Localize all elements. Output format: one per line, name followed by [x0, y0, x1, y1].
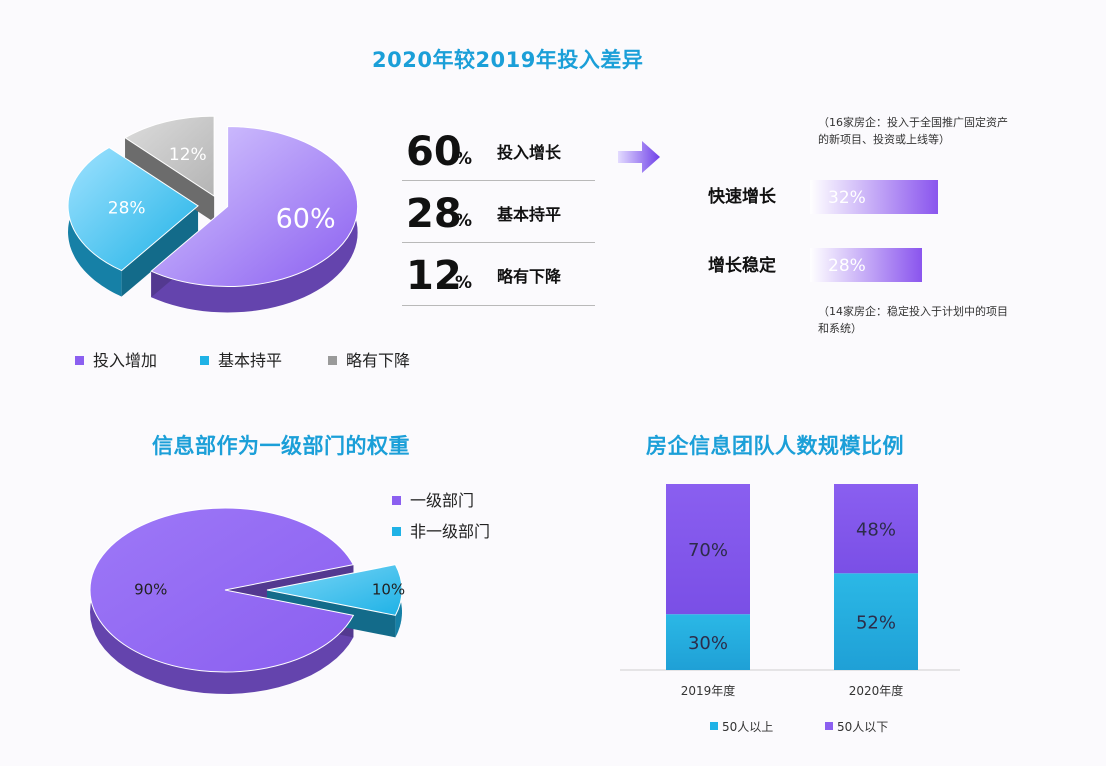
hbar-value-label: 32%: [828, 188, 866, 208]
hbar: [810, 180, 938, 214]
pie-slice: [67, 146, 199, 272]
pie-value-label: 28%: [108, 199, 146, 219]
legend-item-first-level: 一级部门: [392, 487, 474, 511]
bar-value-label: 70%: [688, 540, 728, 561]
stacked-bar-segment: [666, 484, 750, 615]
stat-row-flat: 28 % 基本持平: [402, 185, 595, 243]
legend-swatch-purple: [392, 496, 401, 505]
x-tick-label: 2019年度: [680, 684, 736, 698]
pie-slice: [266, 564, 403, 616]
legend-item-increase: 投入增加: [75, 347, 157, 371]
stat-row-decrease: 12 % 略有下降: [402, 247, 595, 305]
stat-row-increase: 60 % 投入增长: [402, 123, 595, 181]
legend-item-over-50: 50人以上: [710, 718, 773, 735]
investment-change-pie: 60% 28% 12%: [67, 115, 359, 313]
pie-slice: [89, 507, 355, 673]
bar-value-label: 52%: [856, 613, 896, 634]
legend-label: 投入增加: [93, 351, 158, 370]
hbar: [810, 248, 922, 282]
hbar-value-label: 28%: [828, 256, 866, 276]
pie-slice: [124, 115, 215, 197]
pie-value-label: 60%: [276, 204, 336, 235]
hbar-label-stable: 增长稳定: [708, 256, 776, 276]
stat-label: 略有下降: [497, 267, 562, 286]
growth-hbar-chart: 32% 28%: [810, 180, 938, 282]
stacked-bar-segment: [834, 573, 918, 670]
legend-swatch-cyan: [710, 722, 718, 730]
x-tick-label: 2020年度: [848, 684, 904, 698]
stat-value: 12: [406, 253, 462, 299]
legend-swatch-purple: [825, 722, 833, 730]
legend-label: 略有下降: [346, 351, 411, 370]
pie-value-label: 90%: [134, 581, 167, 599]
stat-value: 28: [406, 191, 462, 237]
legend-item-decrease: 略有下降: [328, 347, 410, 371]
note-stable-growth: （14家房企：稳定投入于计划中的项目和系统）: [818, 305, 1008, 335]
team-size-stacked-bar: 30% 70% 52% 48%: [620, 484, 960, 671]
legend-label: 非一级部门: [410, 522, 491, 541]
team-size-chart-title: 房企信息团队人数规模比例: [646, 434, 904, 458]
legend-item-flat: 基本持平: [200, 347, 282, 371]
hbar-label-fast: 快速增长: [708, 187, 776, 207]
legend-item-under-50: 50人以下: [825, 718, 888, 735]
divider: [402, 242, 595, 243]
legend-swatch-cyan: [392, 527, 401, 536]
legend-label: 50人以上: [722, 720, 774, 734]
pie-slice: [150, 125, 359, 287]
arrow-right-icon: [618, 141, 660, 173]
stacked-bar-segment: [666, 614, 750, 670]
stat-label: 基本持平: [497, 205, 562, 224]
stat-unit: %: [455, 211, 473, 231]
divider: [402, 180, 595, 181]
note-fast-growth: （16家房企：投入于全国推广固定资产的新项目、投资或上线等）: [818, 116, 1008, 146]
pie-value-label: 10%: [372, 581, 405, 599]
legend-item-non-first-level: 非一级部门: [392, 518, 490, 542]
legend-label: 基本持平: [218, 351, 283, 370]
stacked-bar-segment: [834, 484, 918, 574]
legend-label: 50人以下: [837, 720, 889, 734]
legend-swatch-cyan: [200, 356, 209, 365]
stat-unit: %: [455, 273, 473, 293]
legend-swatch-purple: [75, 356, 84, 365]
dept-chart-title: 信息部作为一级部门的权重: [152, 434, 410, 458]
legend-swatch-gray: [328, 356, 337, 365]
stat-value: 60: [406, 129, 462, 175]
pie-value-label: 12%: [169, 145, 207, 165]
legend-label: 一级部门: [410, 491, 475, 510]
stat-label: 投入增长: [497, 143, 562, 162]
divider: [402, 305, 595, 306]
stat-unit: %: [455, 149, 473, 169]
bar-value-label: 30%: [688, 633, 728, 654]
dept-weight-pie: 90% 10%: [89, 507, 405, 694]
bar-value-label: 48%: [856, 520, 896, 541]
top-chart-title: 2020年较2019年投入差异: [372, 48, 644, 72]
